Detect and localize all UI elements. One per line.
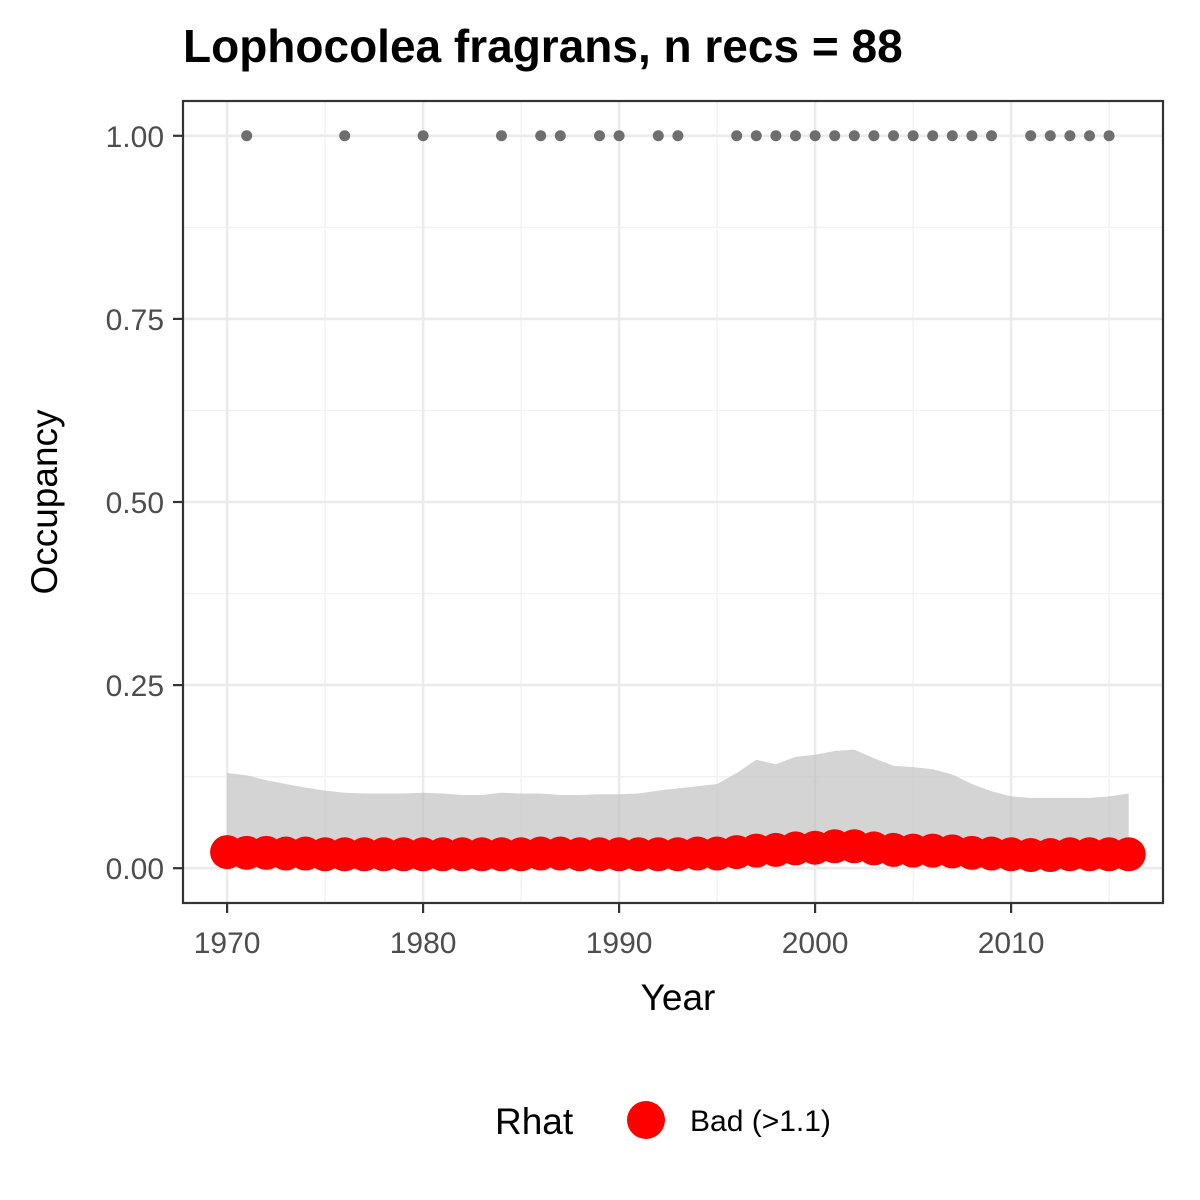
legend-swatch (627, 1101, 665, 1139)
observation-point (829, 130, 841, 142)
observation-point (868, 130, 880, 142)
observation-point (1044, 130, 1056, 142)
observation-point (672, 130, 684, 142)
y-tick-label: 0.25 (106, 670, 164, 703)
observation-point (1025, 130, 1037, 142)
observation-point (750, 130, 762, 142)
observation-point (888, 130, 899, 142)
y-axis-title: Occupancy (24, 409, 65, 595)
observation-point (613, 130, 625, 142)
observation-point (731, 130, 743, 142)
observation-point (809, 130, 821, 142)
x-tick-label: 2000 (782, 927, 849, 960)
observation-point (986, 130, 997, 142)
y-axis: 0.00 0.25 0.50 0.75 1.00 (106, 121, 183, 886)
y-tick-label: 0.75 (106, 304, 164, 337)
observation-point (1084, 130, 1095, 142)
ribbon-area (227, 749, 1129, 860)
observation-points (241, 130, 1115, 142)
x-tick-label: 1970 (194, 927, 261, 960)
observation-point (417, 130, 429, 142)
x-axis: 1970 1980 1990 2000 2010 (194, 903, 1045, 960)
legend-title: Rhat (495, 1101, 574, 1142)
legend: Rhat Bad (>1.1) (495, 1101, 831, 1142)
confidence-ribbon (227, 749, 1129, 860)
observation-point (652, 130, 664, 142)
y-tick-label: 1.00 (106, 121, 164, 154)
observation-point (770, 130, 782, 142)
occupancy-point (1111, 837, 1146, 872)
x-tick-label: 1990 (586, 927, 653, 960)
y-tick-label: 0.00 (106, 853, 164, 886)
y-tick-label: 0.50 (106, 487, 164, 520)
observation-point (848, 130, 860, 142)
observation-point (1103, 130, 1115, 142)
observation-point (946, 130, 958, 142)
x-axis-title: Year (641, 977, 716, 1018)
observation-point (594, 130, 605, 142)
observation-point (241, 130, 253, 142)
occupancy-points (210, 829, 1146, 873)
observation-point (339, 130, 351, 142)
observation-point (927, 130, 939, 142)
observation-point (907, 130, 919, 142)
observation-point (790, 130, 801, 142)
x-tick-label: 2010 (978, 927, 1045, 960)
legend-label: Bad (>1.1) (690, 1105, 831, 1138)
observation-point (496, 130, 507, 142)
chart-title: Lophocolea fragrans, n recs = 88 (183, 20, 903, 72)
observation-point (554, 130, 566, 142)
observation-point (535, 130, 547, 142)
observation-point (966, 130, 978, 142)
x-tick-label: 1980 (390, 927, 457, 960)
observation-point (1064, 130, 1076, 142)
